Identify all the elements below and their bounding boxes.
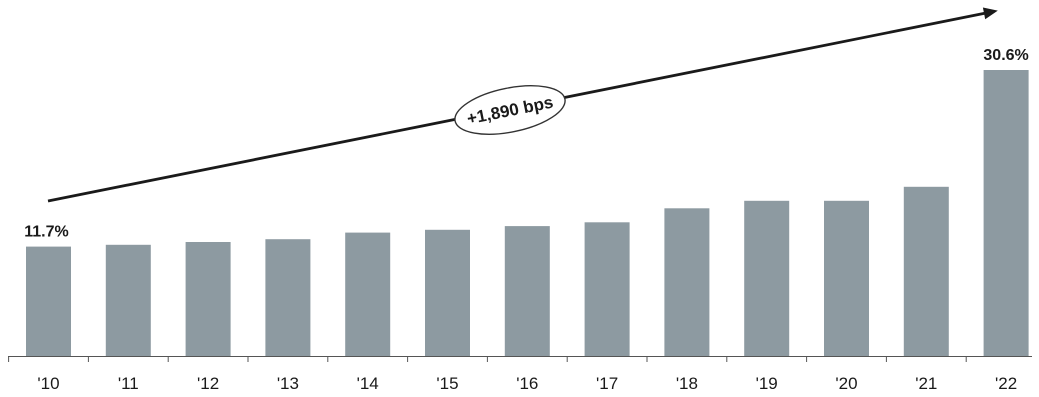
bar-2 (185, 242, 231, 356)
x-tick-label: '10 (37, 374, 59, 393)
x-tick-label: '15 (436, 374, 458, 393)
bar-4 (345, 232, 391, 356)
trend-arrowhead (982, 7, 998, 20)
bar-5 (425, 229, 470, 356)
x-tick-labels: '10 '11 '12 '13 '14 '15 '16 '17 '18 '19 '20 '21 '22 (37, 374, 1017, 393)
bar-11 (903, 186, 949, 356)
bar-1 (105, 244, 151, 356)
x-tick-label: '17 (596, 374, 618, 393)
callout-ellipse (454, 85, 566, 135)
x-tick-label: '20 (835, 374, 857, 393)
x-tick-label: '11 (118, 374, 139, 393)
x-tick-label: '13 (277, 374, 299, 393)
x-tick-label: '16 (516, 374, 538, 393)
bar-6 (504, 226, 550, 356)
bar-8 (664, 208, 710, 356)
bar-10 (824, 200, 869, 356)
bar-7 (584, 222, 630, 356)
data-label: 11.7% (24, 224, 68, 241)
data-label: 30.6% (983, 47, 1028, 64)
bar-9 (744, 200, 790, 356)
bar-12 (983, 70, 1029, 356)
bar-0 (26, 246, 71, 356)
x-tick-label: '14 (357, 374, 379, 393)
x-tick-label: '22 (995, 374, 1017, 393)
x-tick-label: '12 (197, 374, 219, 393)
trend-annotation: +1,890 bps (47, 7, 998, 203)
data-labels: 11.7% 30.6% (24, 47, 1029, 241)
x-axis (8, 356, 1032, 362)
x-tick-label: '18 (676, 374, 698, 393)
bar-3 (265, 239, 311, 356)
bars-group (26, 70, 1029, 356)
x-tick-label: '19 (756, 374, 778, 393)
x-tick-label: '21 (915, 374, 937, 393)
